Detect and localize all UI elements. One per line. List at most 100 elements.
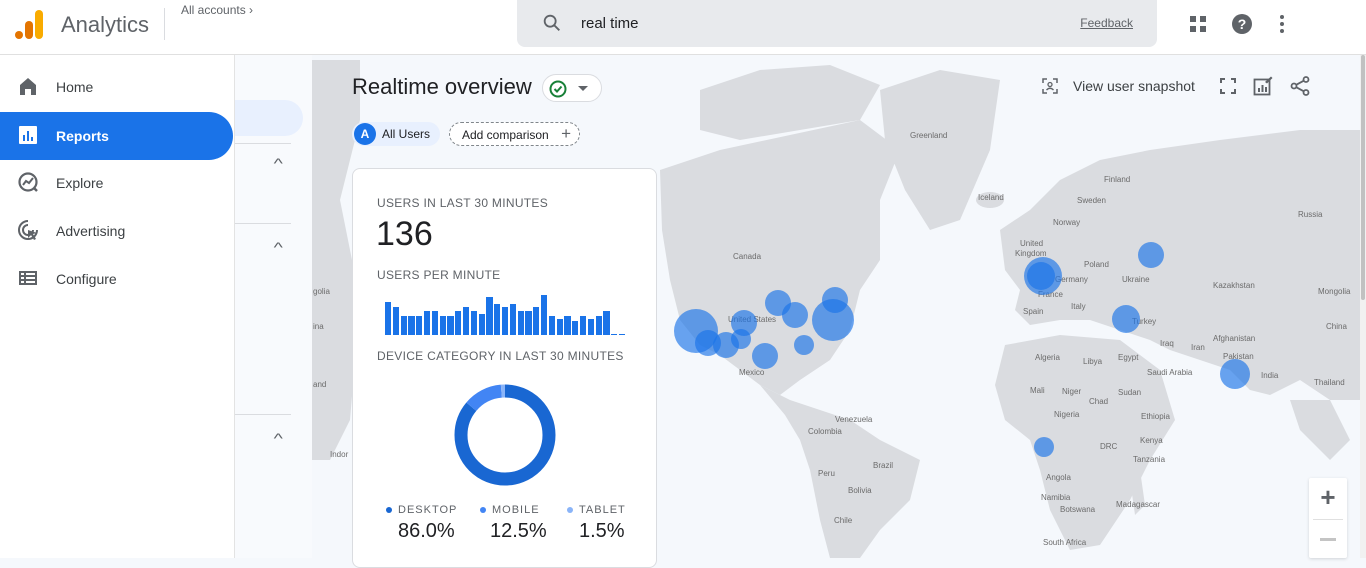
user-location-bubble[interactable] (731, 329, 751, 349)
legend-value: 86.0% (398, 520, 455, 542)
users-per-minute-bar[interactable] (416, 316, 423, 335)
user-location-bubble[interactable] (752, 343, 778, 369)
users-per-minute-bar[interactable] (540, 295, 548, 335)
users-per-minute-bar[interactable] (501, 306, 509, 335)
map-country-label: DRC (1100, 442, 1118, 451)
users-per-minute-bar[interactable] (548, 316, 556, 335)
map-country-label: Niger (1062, 387, 1082, 396)
user-location-bubble[interactable] (822, 287, 848, 313)
map-country-label: Italy (1071, 302, 1086, 311)
chevron-up-icon[interactable]: ^ (273, 430, 283, 446)
users-per-minute-bar[interactable] (486, 297, 493, 335)
plus-icon: + (561, 124, 571, 143)
users-per-minute-bar[interactable] (564, 316, 571, 335)
fullscreen-icon[interactable] (1220, 78, 1236, 94)
map-country-label: Sweden (1077, 196, 1106, 205)
customize-report-icon[interactable] (1253, 76, 1273, 96)
users-per-minute-bar[interactable] (423, 311, 431, 335)
map-country-label: Algeria (1035, 353, 1060, 362)
apps-grid-icon[interactable] (1186, 12, 1210, 36)
map-country-label: Mongolia (1318, 287, 1351, 296)
users-per-minute-bar[interactable] (509, 304, 517, 335)
user-location-bubble[interactable] (1138, 242, 1164, 268)
map-country-label: Pakistan (1223, 352, 1254, 361)
help-icon[interactable]: ? (1230, 12, 1254, 36)
user-location-bubble[interactable] (1112, 305, 1140, 333)
users-per-minute-bar[interactable] (462, 306, 470, 335)
page-scrollbar[interactable] (1360, 55, 1366, 558)
user-location-bubble[interactable] (1220, 359, 1250, 389)
explore-icon (18, 172, 38, 192)
users-per-minute-bar[interactable] (439, 316, 446, 335)
map-country-label: Turkey (1132, 317, 1157, 326)
legend-tablet: TABLET 1.5% (567, 504, 626, 543)
users-per-minute-bar[interactable] (455, 311, 462, 335)
map-country-label: Afghanistan (1213, 334, 1256, 343)
map-country-label: ina (313, 322, 324, 331)
map-country-label: golia (313, 287, 330, 296)
donut-segment-tablet[interactable] (454, 384, 556, 486)
map-country-label: Russia (1298, 210, 1323, 219)
check-circle-icon (549, 80, 567, 98)
users-per-minute-bar[interactable] (618, 334, 626, 335)
users-per-minute-bar[interactable] (392, 306, 400, 335)
users-per-minute-bar[interactable] (533, 306, 540, 335)
users-per-minute-bar[interactable] (611, 334, 618, 335)
nav-item-reports[interactable]: Reports (0, 112, 233, 160)
zoom-in-button[interactable]: + (1320, 482, 1336, 512)
map-country-label: Chile (834, 516, 853, 525)
users-per-minute-bar[interactable] (447, 316, 454, 335)
user-location-bubble[interactable] (794, 335, 814, 355)
share-icon[interactable] (1290, 76, 1310, 96)
nav-item-explore[interactable]: Explore (0, 159, 233, 207)
feedback-link[interactable]: Feedback (1080, 16, 1133, 30)
nav-item-configure[interactable]: Configure (0, 255, 233, 303)
users-per-minute-bar[interactable] (572, 320, 579, 335)
chevron-up-icon[interactable]: ^ (273, 155, 283, 171)
user-location-bubble[interactable] (782, 302, 808, 328)
legend-value: 12.5% (490, 520, 547, 542)
analytics-logo-icon[interactable] (14, 8, 44, 40)
view-user-snapshot-button[interactable]: View user snapshot (1073, 78, 1195, 94)
legend-mobile: MOBILE 12.5% (480, 504, 547, 543)
device-category-donut[interactable] (454, 384, 556, 486)
nav-item-home[interactable]: Home (0, 63, 233, 111)
more-vert-icon[interactable] (1270, 12, 1294, 36)
segment-chip-all-users[interactable]: A All Users (352, 122, 440, 146)
map-country-label: Poland (1084, 260, 1109, 269)
users-per-minute-label: USERS PER MINUTE (377, 268, 501, 282)
users-per-minute-bar[interactable] (556, 318, 563, 335)
users-per-minute-bar[interactable] (385, 302, 392, 335)
page-title: Realtime overview (352, 74, 532, 99)
users-per-minute-bar[interactable] (478, 313, 485, 335)
search-bar[interactable]: real time Feedback (517, 0, 1157, 47)
user-location-bubble[interactable] (1034, 437, 1054, 457)
nav-item-advertising[interactable]: Advertising (0, 207, 233, 255)
map-country-label: Madagascar (1116, 500, 1161, 509)
subnav-selected-item[interactable] (235, 100, 303, 136)
users-per-minute-bar[interactable] (400, 316, 407, 335)
users-per-minute-chart[interactable] (385, 289, 626, 335)
users-per-minute-bar[interactable] (470, 311, 478, 335)
map-country-label: Sudan (1118, 388, 1142, 397)
users-per-minute-bar[interactable] (595, 316, 602, 335)
users-per-minute-bar[interactable] (431, 311, 439, 335)
user-snapshot-icon[interactable] (1042, 78, 1058, 94)
scrollbar-thumb[interactable] (1361, 55, 1365, 300)
data-status-dropdown[interactable] (542, 74, 602, 102)
zoom-out-button[interactable] (1320, 538, 1336, 541)
users-per-minute-bar[interactable] (408, 316, 415, 335)
chevron-up-icon[interactable]: ^ (273, 239, 283, 255)
add-comparison-button[interactable]: Add comparison + (449, 122, 580, 146)
users-per-minute-bar[interactable] (579, 316, 587, 335)
map-country-label: China (1326, 322, 1347, 331)
users-per-minute-bar[interactable] (587, 318, 595, 335)
users-per-minute-bar[interactable] (494, 304, 501, 335)
account-breadcrumb[interactable]: All accounts › (181, 3, 253, 17)
users-per-minute-bar[interactable] (603, 311, 610, 335)
search-input[interactable]: real time (581, 15, 639, 32)
user-location-bubble[interactable] (1027, 262, 1055, 290)
users-per-minute-bar[interactable] (525, 311, 532, 335)
users-per-minute-bar[interactable] (517, 311, 524, 335)
legend-dot-icon (567, 507, 573, 513)
